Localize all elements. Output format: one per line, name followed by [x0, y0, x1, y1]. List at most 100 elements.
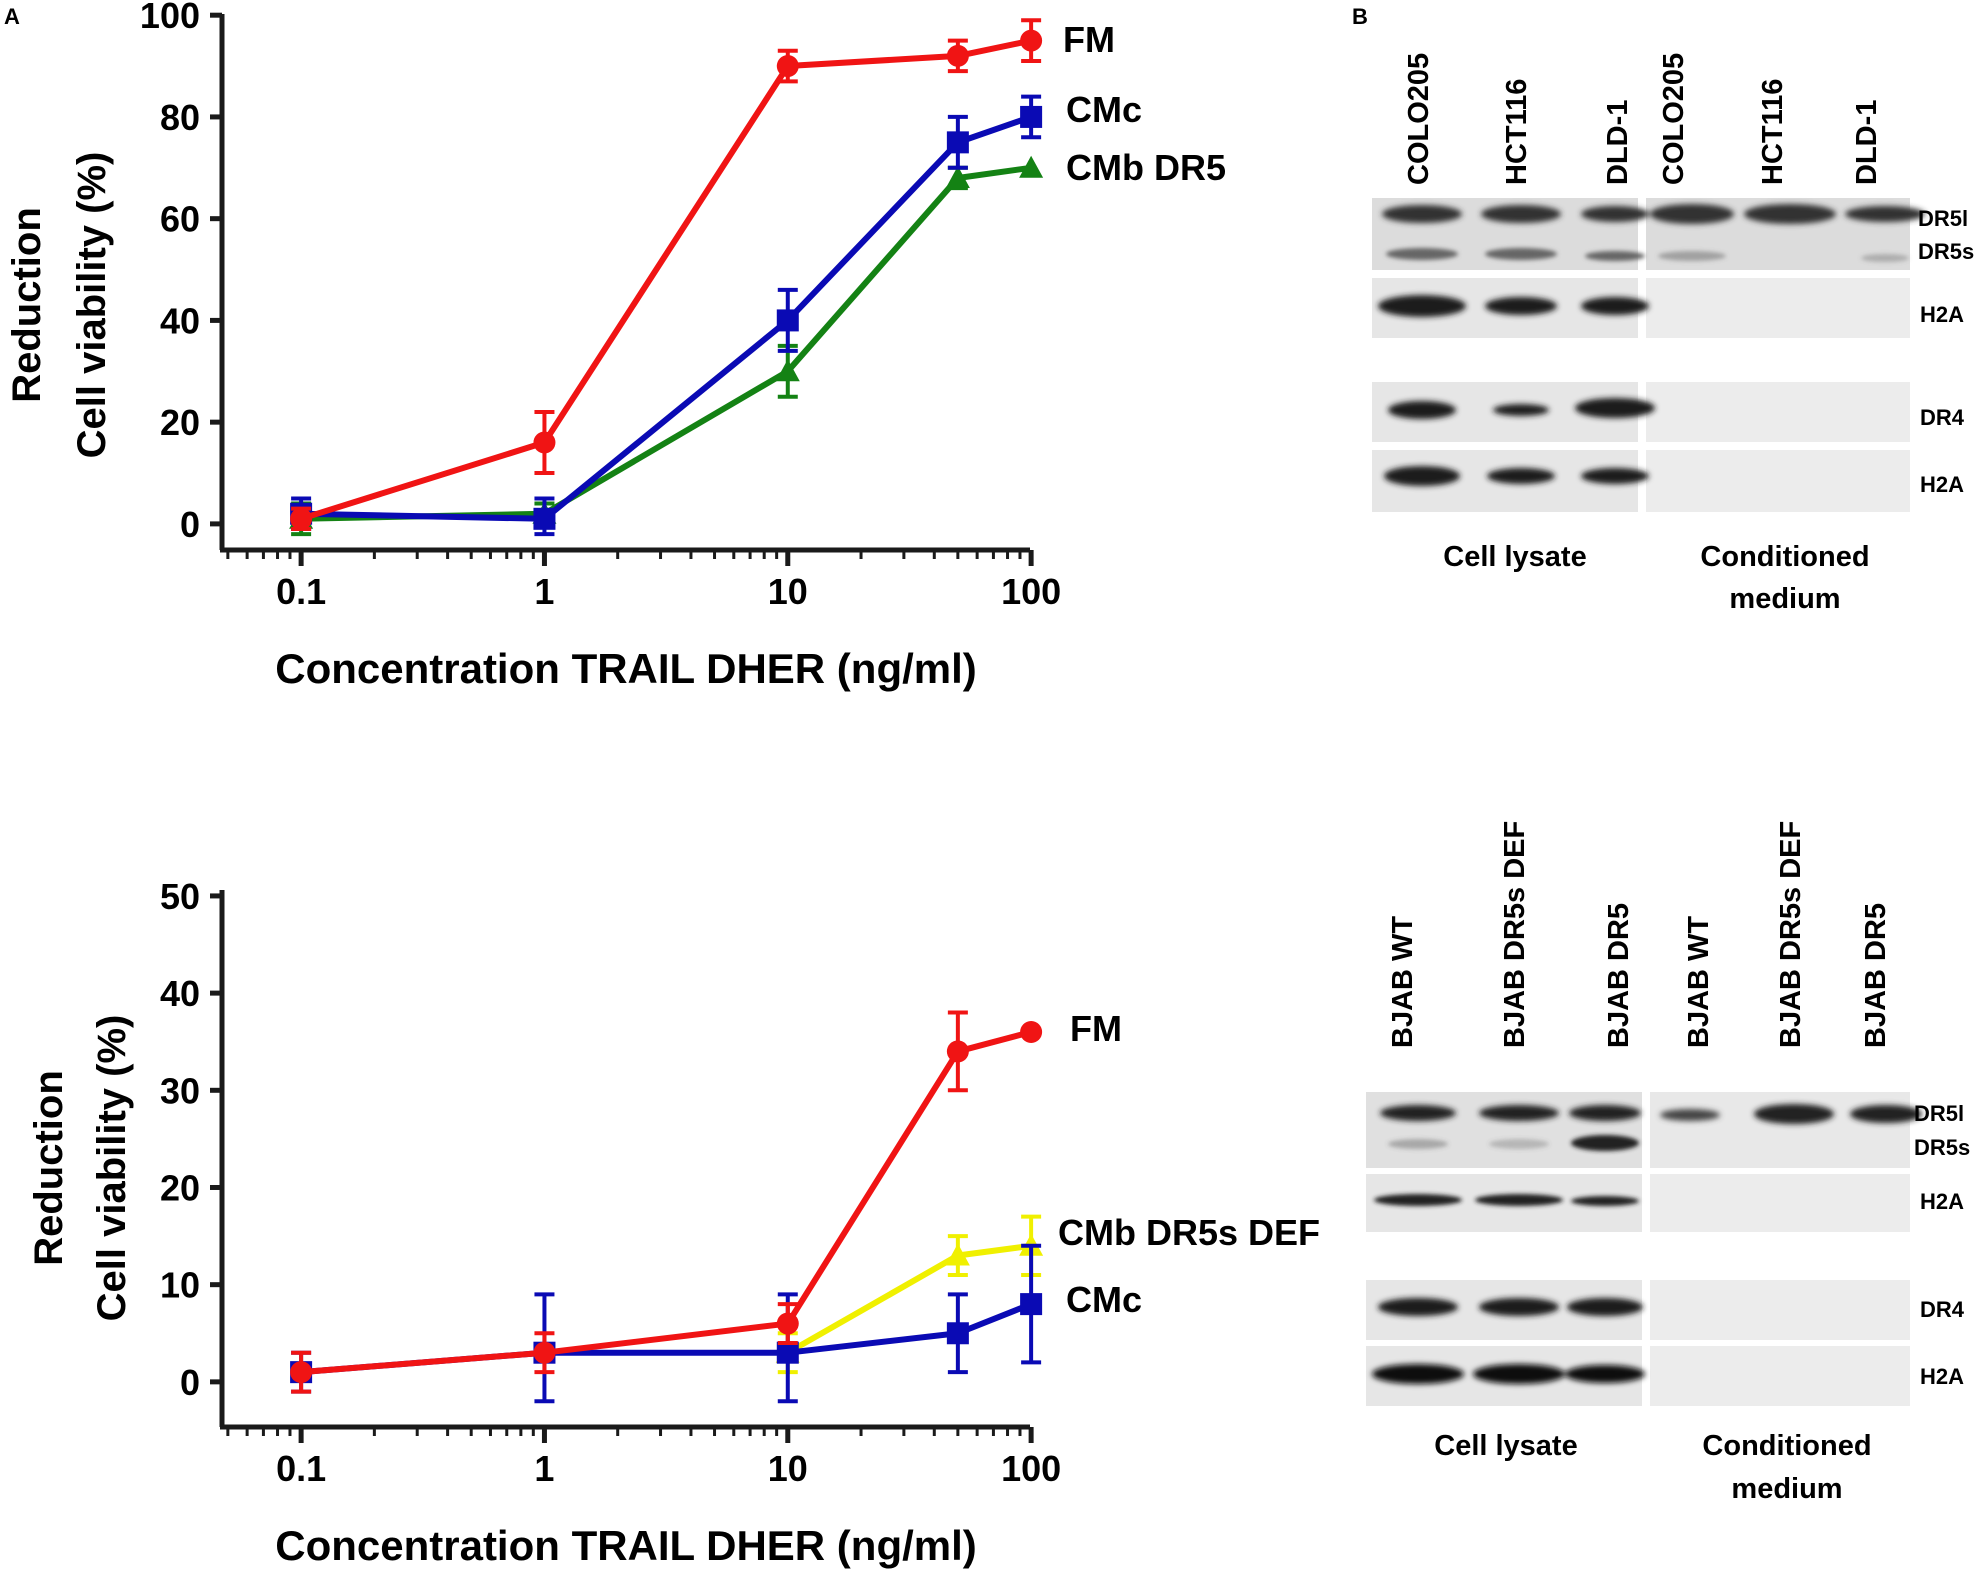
c1-series-cmc-line: [301, 114, 1033, 522]
blot-bottom-lysate-dr5-strip: [1366, 1092, 1642, 1168]
chart-bottom-ylabel-line1: Reduction: [27, 1070, 71, 1266]
blot-bottom-lane-5: BJAB DR5s DEF: [1775, 821, 1807, 1048]
blot-bottom-medium-dr4-strip: [1650, 1280, 1910, 1340]
blot-top-band-dr5l: DR5l: [1918, 206, 1968, 231]
blot-top-lane-6: DLD-1: [1851, 100, 1883, 185]
blot-top-dr4-bands: [1388, 398, 1655, 419]
c2-ytick-label-0: 0: [180, 1362, 200, 1403]
c2-xtick-label-10: 10: [768, 1448, 808, 1489]
blot-top-lane-3: DLD-1: [1602, 100, 1634, 185]
c1-series-cmb-dr5: [289, 155, 1044, 537]
c1-ytick-label-100: 100: [140, 0, 200, 36]
c1-ytick-label-20: 20: [160, 402, 200, 443]
c1-series-fm-point: [533, 431, 556, 454]
c1-series-cmc-point: [533, 507, 556, 530]
c2-xtick-label-100: 100: [1001, 1448, 1061, 1489]
legend-label-cmc: CMc: [1066, 89, 1142, 130]
c2-ytick-label-30: 30: [160, 1070, 200, 1111]
western-blot-top: COLO205 HCT116 DLD-1 COLO205 HCT116 DLD-…: [1372, 53, 1974, 615]
blot-bottom-band-dr4: DR4: [1920, 1297, 1965, 1322]
blot-bottom-medium-h2a-strip: [1650, 1174, 1910, 1232]
blot-top-medium-h2a2-strip: [1646, 450, 1910, 512]
c1-series-cmc-point: [1020, 105, 1043, 128]
blot-bottom-band-dr5l: DR5l: [1914, 1101, 1964, 1126]
blot-bottom-dr4-bands: [1378, 1298, 1643, 1316]
blot-top-group-lysate: Cell lysate: [1443, 541, 1586, 573]
c1-xtick-label-100: 100: [1001, 571, 1061, 612]
blot-top-lane-5: HCT116: [1757, 79, 1789, 185]
c1-series-fm-point: [1020, 29, 1043, 52]
chart-top-ylabel-line2: Cell viability (%): [70, 152, 114, 459]
blot-bottom-band-h2a-2: H2A: [1920, 1364, 1964, 1389]
blot-bottom-lane-6: BJAB DR5: [1860, 903, 1892, 1048]
blot-bottom-lane-2: BJAB DR5s DEF: [1499, 821, 1531, 1048]
c1-series-fm: [290, 18, 1043, 531]
c1-ytick-label-40: 40: [160, 300, 200, 341]
western-blot-bottom: BJAB WT BJAB DR5s DEF BJAB DR5 BJAB WT B…: [1366, 821, 1970, 1505]
chart-top-xlabel: Concentration TRAIL DHER (ng/ml): [275, 645, 977, 692]
c2-series-cmc-point: [1020, 1293, 1043, 1316]
chart-bottom-xlabel: Concentration TRAIL DHER (ng/ml): [275, 1522, 977, 1569]
blot-bottom-group-lysate: Cell lysate: [1434, 1430, 1577, 1462]
panel-a-label: A: [4, 4, 20, 29]
blot-top-band-h2a: H2A: [1920, 302, 1964, 327]
blot-top-medium-dr4-strip: [1646, 382, 1910, 442]
blot-top-lane-1: COLO205: [1403, 53, 1435, 185]
blot-top-lane-2: HCT116: [1501, 79, 1533, 185]
c2-series-fm-line: [300, 1029, 1032, 1376]
blot-bottom-band-dr5s: DR5s: [1914, 1135, 1970, 1160]
c2-series-fm: [290, 1010, 1043, 1394]
c1-series-cmc-point: [776, 309, 799, 332]
blot-top-h2a-bands: [1378, 295, 1649, 317]
c1-series-fm-point: [946, 44, 969, 67]
blot-bottom-lane-3: BJAB DR5: [1603, 903, 1635, 1048]
blot-bottom-h2a2-bands: [1372, 1364, 1645, 1384]
legend-label-cmc-2: CMc: [1066, 1279, 1142, 1320]
c1-ytick-label-0: 0: [180, 504, 200, 545]
blot-top-medium-h2a-strip: [1646, 278, 1910, 338]
c2-series-fm-point: [946, 1040, 969, 1063]
blot-bottom-group-medium-line1: Conditioned: [1702, 1430, 1871, 1462]
blot-bottom-medium-h2a2-strip: [1650, 1346, 1910, 1406]
blot-top-h2a2-bands: [1384, 466, 1649, 486]
blot-bottom-group-medium-line2: medium: [1731, 1473, 1842, 1505]
blot-top-band-h2a-2: H2A: [1920, 472, 1964, 497]
chart-top-ylabel-line1: Reduction: [5, 207, 49, 403]
blot-top-group-medium-line2: medium: [1729, 583, 1840, 615]
blot-top-dr5s-bands: [1386, 248, 1909, 262]
c2-series-fm-point: [776, 1312, 799, 1335]
c1-series-fm-point: [776, 55, 799, 78]
c1-series-cmc: [290, 94, 1043, 537]
legend-label-cmb-dr5: CMb DR5: [1066, 147, 1226, 188]
c2-series-cmb-dr5s-def-point: [945, 1243, 970, 1266]
c2-series-fm-point: [533, 1341, 556, 1364]
c1-ytick-label-80: 80: [160, 97, 200, 138]
blot-bottom-dr5s-bands: [1388, 1135, 1639, 1151]
blot-top-dr5-bands: [1382, 204, 1925, 224]
chart-bottom: 0 10 20 30 40 50 0.1 1 10 100 Reduction Cell via…: [27, 876, 1320, 1569]
c1-series-cmb-dr5-line: [301, 164, 1032, 522]
blot-bottom-h2a-bands: [1374, 1194, 1639, 1206]
c2-series-cmc-point: [776, 1341, 799, 1364]
c2-xtick-label-1: 1: [534, 1448, 554, 1489]
c2-ytick-label-10: 10: [160, 1265, 200, 1306]
c1-series-cmb-dr5-point: [775, 359, 800, 382]
blot-bottom-lane-1: BJAB WT: [1387, 916, 1419, 1048]
c1-xtick-label-1: 1: [534, 571, 554, 612]
c2-series-fm-point: [290, 1361, 313, 1384]
c1-series-fm-point: [290, 507, 313, 530]
panel-b-label: B: [1352, 4, 1368, 29]
c2-xtick-label-0-1: 0.1: [276, 1448, 326, 1489]
c1-series-cmb-dr5-point: [945, 165, 970, 188]
blot-top-band-dr5s: DR5s: [1918, 239, 1974, 264]
c2-ytick-label-40: 40: [160, 973, 200, 1014]
c1-xtick-label-0-1: 0.1: [276, 571, 326, 612]
c2-series-fm-point: [1020, 1020, 1043, 1043]
blot-top-lane-4: COLO205: [1658, 53, 1690, 185]
blot-bottom-medium-dr5-strip: [1650, 1092, 1910, 1168]
blot-bottom-band-h2a: H2A: [1920, 1189, 1964, 1214]
c2-ytick-label-20: 20: [160, 1167, 200, 1208]
blot-top-band-dr4: DR4: [1920, 405, 1965, 430]
legend-label-cmb-dr5s-def: CMb DR5s DEF: [1058, 1212, 1320, 1253]
